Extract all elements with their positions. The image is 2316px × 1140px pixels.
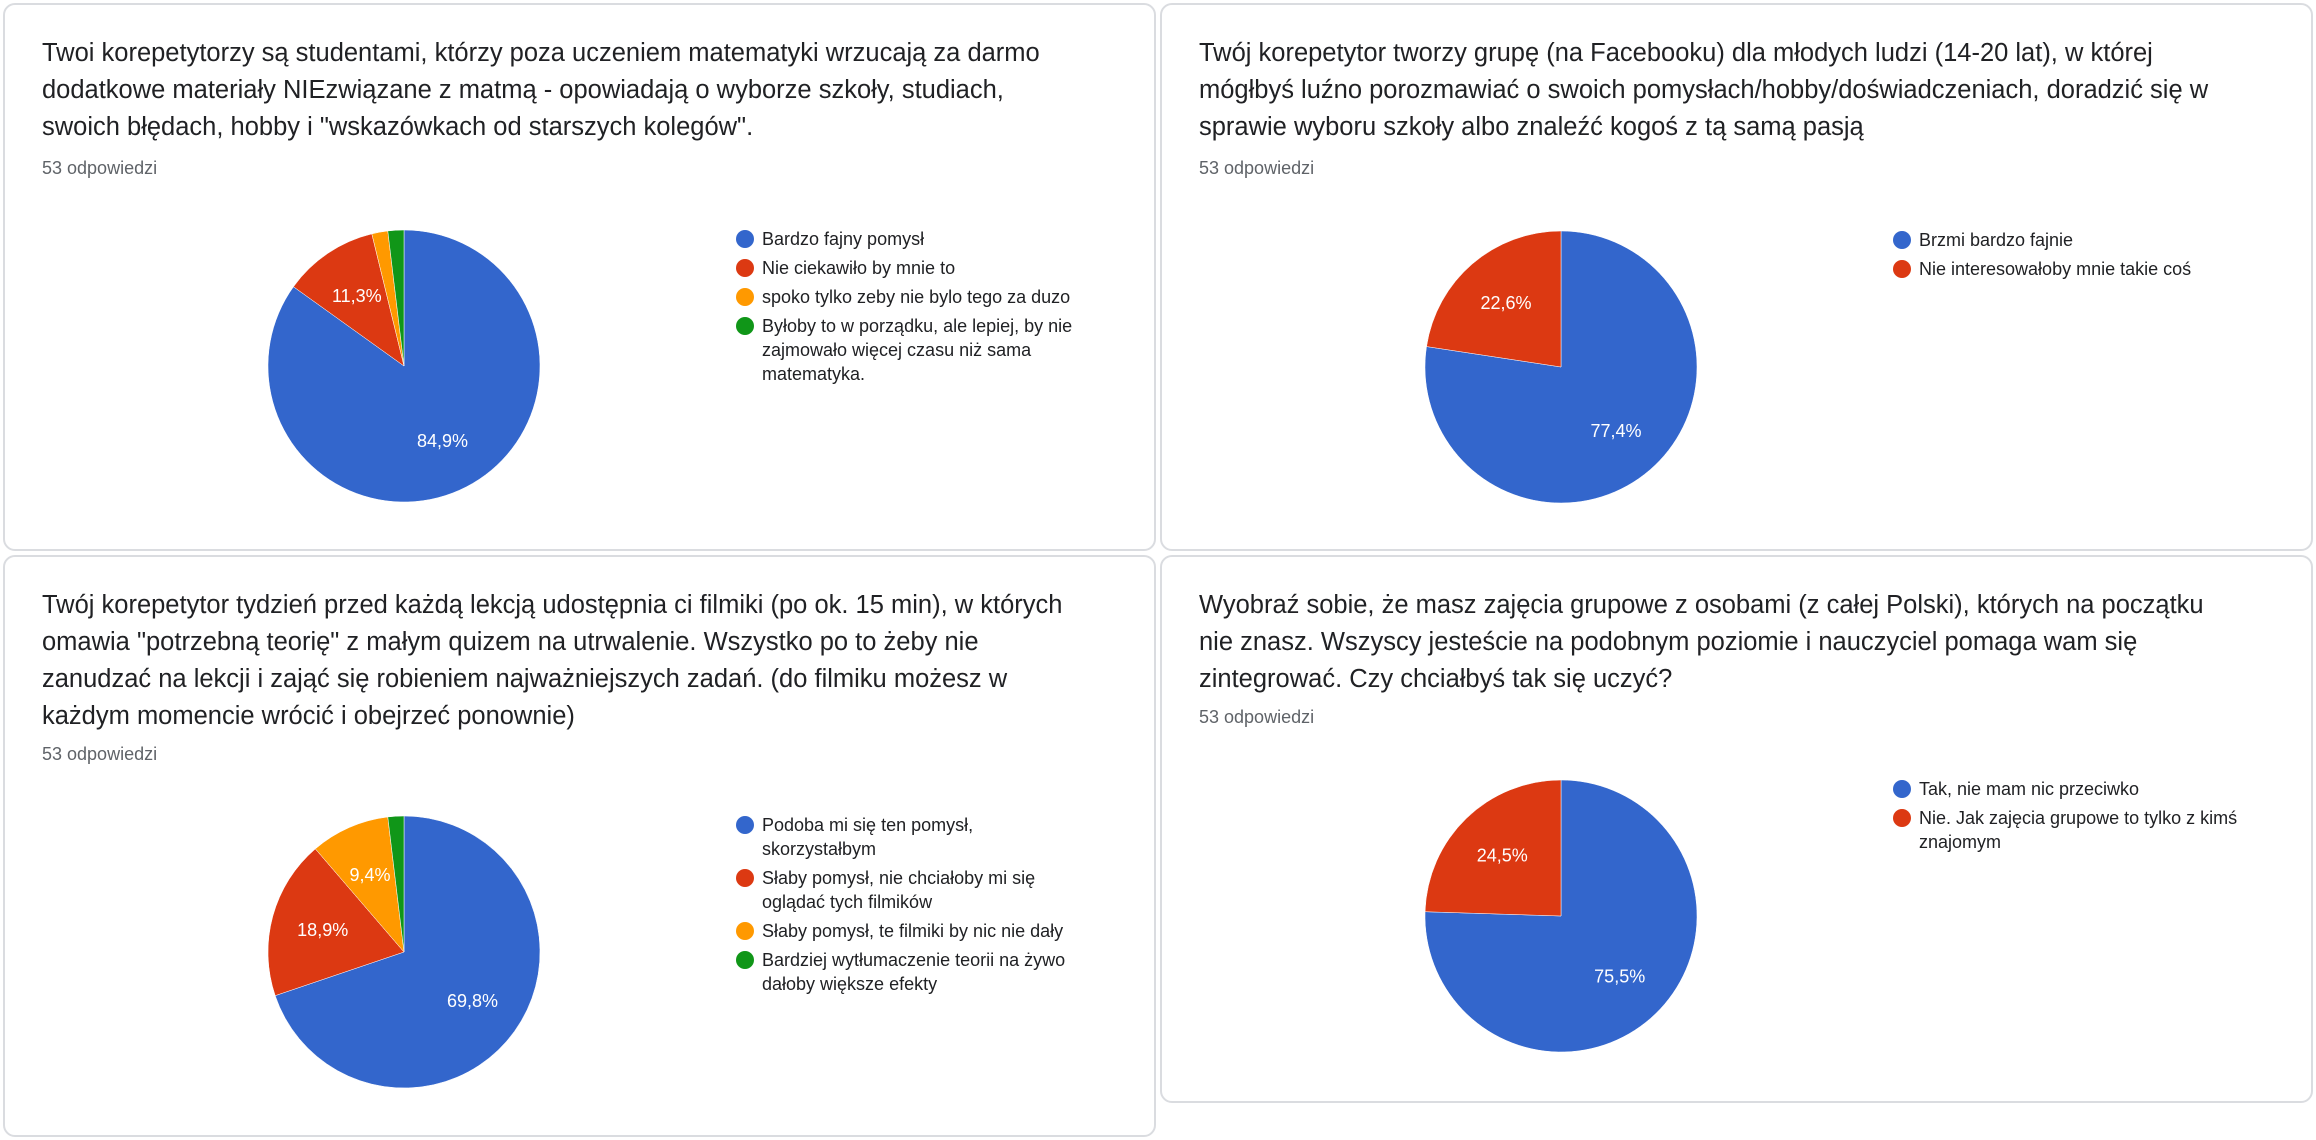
question-title: Twój korepetytor tydzień przed każdą lek… bbox=[42, 591, 1063, 730]
legend-item[interactable]: Podoba mi się ten pomysł, skorzystałbym bbox=[736, 813, 1086, 861]
slice-value-label: 77,4% bbox=[1590, 421, 1641, 441]
slice-value-label: 69,8% bbox=[447, 991, 498, 1011]
legend-item[interactable]: Słaby pomysł, te filmiki by nic nie dały bbox=[736, 919, 1086, 943]
legend-item[interactable]: Bardziej wytłumaczenie teorii na żywo da… bbox=[736, 948, 1086, 996]
chart-legend: Podoba mi się ten pomysł, skorzystałbym … bbox=[736, 813, 1086, 1001]
slice-value-label: 75,5% bbox=[1594, 967, 1645, 987]
chart-legend: Bardzo fajny pomysł Nie ciekawiło by mni… bbox=[736, 227, 1086, 391]
pie-chart: 84,9% 11,3% bbox=[267, 229, 541, 503]
survey-card-2: Twój korepetytor tworzy grupę (na Facebo… bbox=[1160, 3, 2313, 551]
pie-slice[interactable] bbox=[387, 815, 405, 953]
legend-item[interactable]: Słaby pomysł, nie chciałoby mi się ogląd… bbox=[736, 866, 1086, 914]
legend-label: Podoba mi się ten pomysł, skorzystałbym bbox=[762, 815, 974, 859]
legend-item[interactable]: Bardzo fajny pomysł bbox=[736, 227, 1086, 251]
legend-swatch bbox=[736, 230, 754, 248]
slice-value-label: 9,4% bbox=[349, 865, 390, 885]
response-count: 53 odpowiedzi bbox=[42, 158, 158, 178]
pie-chart: 69,8% 18,9% 9,4% bbox=[267, 815, 541, 1089]
pie-slice[interactable] bbox=[1424, 230, 1698, 504]
survey-card-4: Wyobraź sobie, że masz zajęcia grupowe z… bbox=[1160, 555, 2313, 1103]
legend-swatch bbox=[1893, 260, 1911, 278]
pie-slice[interactable] bbox=[293, 233, 405, 367]
legend-label: Bardzo fajny pomysł bbox=[762, 229, 925, 249]
pie-slice[interactable] bbox=[387, 229, 405, 367]
pie-slice[interactable] bbox=[1424, 779, 1562, 917]
response-count: 53 odpowiedzi bbox=[42, 744, 158, 764]
legend-label: Słaby pomysł, nie chciałoby mi się ogląd… bbox=[762, 868, 1036, 912]
legend-item[interactable]: Brzmi bardzo fajnie bbox=[1893, 228, 2243, 252]
legend-item[interactable]: Nie. Jak zajęcia grupowe to tylko z kimś… bbox=[1893, 806, 2243, 854]
legend-swatch bbox=[1893, 809, 1911, 827]
legend-item[interactable]: Nie ciekawiło by mnie to bbox=[736, 256, 1086, 280]
legend-label: Tak, nie mam nic przeciwko bbox=[1919, 779, 2140, 799]
slice-value-label: 11,3% bbox=[332, 286, 382, 306]
legend-swatch bbox=[736, 951, 754, 969]
legend-swatch bbox=[736, 317, 754, 335]
pie-slice[interactable] bbox=[314, 816, 405, 953]
slice-value-label: 18,9% bbox=[297, 920, 348, 940]
pie-chart: 77,4% 22,6% bbox=[1424, 230, 1698, 504]
pie-slice[interactable] bbox=[274, 815, 541, 1089]
response-count: 53 odpowiedzi bbox=[1199, 158, 1315, 178]
response-count: 53 odpowiedzi bbox=[1199, 707, 1315, 727]
chart-legend: Brzmi bardzo fajnie Nie interesowałoby m… bbox=[1893, 228, 2243, 286]
legend-item[interactable]: Tak, nie mam nic przeciwko bbox=[1893, 777, 2243, 801]
slice-value-label: 24,5% bbox=[1477, 845, 1528, 865]
legend-swatch bbox=[736, 288, 754, 306]
legend-swatch bbox=[1893, 231, 1911, 249]
legend-item[interactable]: Nie interesowałoby mnie takie coś bbox=[1893, 257, 2243, 281]
pie-slice[interactable] bbox=[267, 848, 405, 996]
legend-item[interactable]: Byłoby to w porządku, ale lepiej, by nie… bbox=[736, 314, 1086, 386]
legend-swatch bbox=[736, 922, 754, 940]
legend-label: Nie. Jak zajęcia grupowe to tylko z kimś… bbox=[1919, 808, 2238, 852]
legend-label: Byłoby to w porządku, ale lepiej, by nie… bbox=[762, 316, 1073, 384]
legend-swatch bbox=[736, 816, 754, 834]
slice-value-label: 22,6% bbox=[1480, 293, 1531, 313]
legend-label: Słaby pomysł, te filmiki by nic nie dały bbox=[762, 921, 1064, 941]
legend-label: Nie interesowałoby mnie takie coś bbox=[1919, 259, 2192, 279]
legend-label: Brzmi bardzo fajnie bbox=[1919, 230, 2074, 250]
question-title: Wyobraź sobie, że masz zajęcia grupowe z… bbox=[1199, 591, 2204, 693]
pie-chart: 75,5% 24,5% bbox=[1424, 779, 1698, 1053]
legend-label: Bardziej wytłumaczenie teorii na żywo da… bbox=[762, 950, 1066, 994]
legend-swatch bbox=[736, 869, 754, 887]
legend-swatch bbox=[1893, 780, 1911, 798]
slice-value-label: 84,9% bbox=[417, 431, 468, 451]
chart-legend: Tak, nie mam nic przeciwko Nie. Jak zaję… bbox=[1893, 777, 2243, 859]
survey-card-3: Twój korepetytor tydzień przed każdą lek… bbox=[3, 555, 1156, 1137]
question-title: Twój korepetytor tworzy grupę (na Facebo… bbox=[1199, 39, 2209, 141]
pie-slice[interactable] bbox=[1426, 230, 1562, 368]
legend-label: spoko tylko zeby nie bylo tego za duzo bbox=[762, 287, 1071, 307]
legend-label: Nie ciekawiło by mnie to bbox=[762, 258, 956, 278]
legend-item[interactable]: spoko tylko zeby nie bylo tego za duzo bbox=[736, 285, 1086, 309]
legend-swatch bbox=[736, 259, 754, 277]
survey-card-1: Twoi korepetytorzy są studentami, którzy… bbox=[3, 3, 1156, 551]
question-title: Twoi korepetytorzy są studentami, którzy… bbox=[42, 39, 1040, 141]
